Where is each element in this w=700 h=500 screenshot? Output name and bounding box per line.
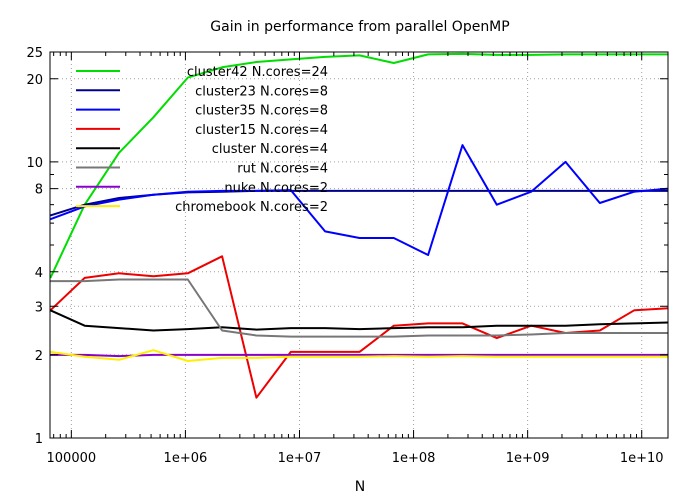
series-line-5 bbox=[49, 309, 669, 332]
series-line-3 bbox=[50, 144, 669, 256]
x-axis-label: N bbox=[355, 479, 365, 495]
series-line-6 bbox=[50, 278, 669, 338]
x-tick-label: 1e+06 bbox=[164, 451, 208, 466]
y-tick-label: 4 bbox=[35, 266, 43, 281]
x-tick-label: 1e+08 bbox=[392, 451, 436, 466]
chart-title: Gain in performance from parallel OpenMP bbox=[210, 19, 509, 35]
y-tick-label: 2 bbox=[35, 349, 43, 364]
x-tick-label: 1e+07 bbox=[278, 451, 322, 466]
x-tick-label: 1e+09 bbox=[506, 451, 550, 466]
y-tick-label: 25 bbox=[26, 46, 43, 61]
plot-frame bbox=[49, 51, 669, 439]
series-line-4 bbox=[49, 255, 669, 399]
series-line-1 bbox=[49, 52, 669, 279]
legend: cluster42 N.cores=24 cluster23 N.cores=8 c… bbox=[76, 65, 328, 215]
legend-label: nuke N.cores=2 bbox=[224, 181, 328, 196]
legend-label: cluster15 N.cores=4 bbox=[195, 123, 328, 138]
y-tick-label: 3 bbox=[35, 300, 43, 315]
y-tick-label: 8 bbox=[35, 183, 43, 198]
legend-label: rut N.cores=4 bbox=[237, 162, 328, 177]
series-line-8 bbox=[50, 349, 669, 362]
series-line-7 bbox=[50, 353, 669, 358]
legend-label: cluster42 N.cores=24 bbox=[187, 65, 328, 80]
y-tick-label: 1 bbox=[35, 432, 43, 447]
legend-label: chromebook N.cores=2 bbox=[175, 200, 328, 215]
grid-lines bbox=[50, 51, 668, 439]
axis-ticks: 100000 1e+06 1e+07 1e+08 1e+09 1e+10 1 2 3 4 8 10 20… bbox=[26, 46, 668, 466]
series-line-2 bbox=[50, 189, 669, 217]
series-lines bbox=[49, 52, 669, 399]
legend-label: cluster N.cores=4 bbox=[212, 142, 328, 157]
y-tick-label: 20 bbox=[26, 73, 43, 88]
x-tick-label: 1e+10 bbox=[620, 451, 664, 466]
y-tick-label: 10 bbox=[26, 156, 43, 171]
x-tick-label: 100000 bbox=[47, 451, 97, 466]
legend-label: cluster23 N.cores=8 bbox=[195, 84, 328, 99]
legend-label: cluster35 N.cores=8 bbox=[195, 104, 328, 119]
